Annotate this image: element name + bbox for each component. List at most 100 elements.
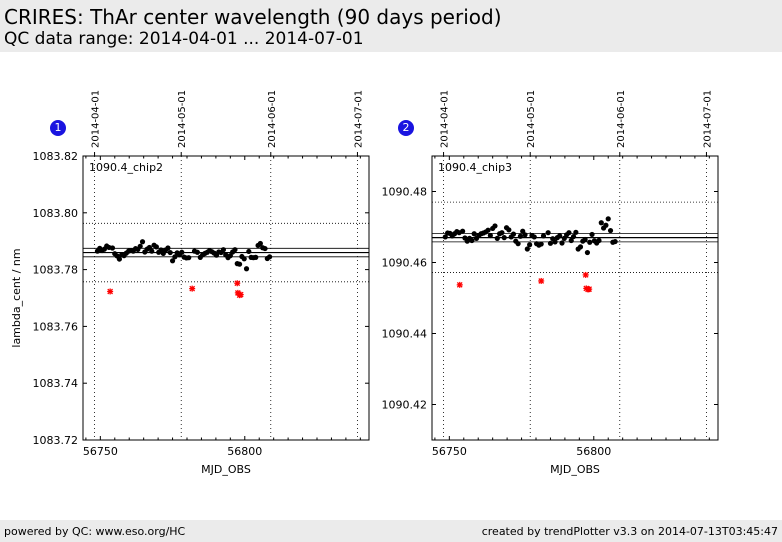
panel-2-badge[interactable]: 2 [398, 120, 414, 136]
panel-2-x-tick-label: 56800 [576, 445, 611, 458]
panel-2-data-point [545, 230, 551, 236]
panel-1-data-point [109, 245, 116, 251]
panel-2-outlier-point [538, 277, 545, 284]
panel-1-data-point [243, 266, 250, 272]
panel-1-data-point [179, 249, 185, 255]
panel-1-data-point [186, 255, 192, 261]
panel-1-data-point [167, 249, 173, 256]
panel-2-outlier-point [456, 281, 463, 288]
panel-2-data-point [487, 232, 493, 239]
panel-2-data-point [517, 233, 524, 239]
panel-2-data-point [515, 241, 521, 247]
panel-1-frame [82, 155, 370, 441]
report-header: CRIRES: ThAr center wavelength (90 days … [0, 0, 782, 52]
panel-2-data-point [605, 216, 611, 222]
panel-2-data-point [589, 231, 595, 238]
panel-2-data-point [460, 228, 466, 234]
panel-2-data-point [587, 239, 593, 245]
panel-1-data-point [253, 254, 259, 260]
panel-2-x-tick-label: 56750 [432, 445, 467, 458]
panel-1-y-tick-label: 1083.72 [33, 434, 79, 447]
panel-2-data-point [510, 231, 517, 237]
panel-2-data-point [499, 230, 505, 236]
panel-1-data-point [169, 258, 176, 264]
panel-1-top-date-label: 2014-07-01 [353, 90, 364, 148]
panel-2-data-point [559, 240, 565, 246]
panel-1-data-point [236, 261, 243, 267]
panel-1-data-point [262, 245, 268, 252]
panel-2-data-point [471, 231, 477, 237]
panel-2-data-point [568, 237, 574, 244]
panel-1-data-point [153, 244, 159, 250]
panel-2-data-point [540, 233, 547, 239]
panel-1-y-tick-label: 1083.82 [33, 150, 79, 163]
panel-2-data-point [531, 234, 537, 240]
panel-2-data-point [522, 232, 528, 238]
panel-2-data-point [582, 236, 588, 243]
panel-1-top-date-label: 2014-05-01 [177, 90, 188, 148]
panel-2-data-point [577, 244, 584, 250]
panel-2-data-point [566, 230, 572, 236]
panel-2-top-date-label: 2014-07-01 [702, 90, 713, 148]
panel-1-top-date-label: 2014-04-01 [91, 90, 102, 148]
panel-1-outlier-point [237, 291, 244, 298]
panel-2-data-point [547, 240, 554, 246]
panel-2-data-point [570, 233, 577, 240]
panel-2-data-point [607, 227, 614, 234]
panel-1-setting-label: 1090.4_chip2 [89, 161, 163, 174]
page-title: CRIRES: ThAr center wavelength (90 days … [4, 5, 502, 29]
panel-1-outlier-point [189, 285, 196, 292]
panel-1-data-point [194, 249, 200, 255]
panel-2-data-point [557, 233, 563, 239]
panel-1-data-point [139, 239, 146, 245]
panel-1-y-tick-label: 1083.74 [33, 377, 79, 390]
panel-1-x-tick-label: 56800 [227, 445, 262, 458]
panel-1-y-tick-label: 1083.78 [33, 264, 79, 277]
panel-2-data-point [524, 246, 530, 252]
panel-2-top-date-label: 2014-04-01 [440, 90, 451, 148]
panel-1-x-axis-label: MJD_OBS [201, 463, 251, 476]
panel-1-top-date-label: 2014-06-01 [267, 90, 278, 148]
panel-1-outlier-point [107, 288, 114, 295]
panel-1-data-point [241, 256, 247, 262]
panel-2-data-point [469, 237, 475, 244]
panel-1-outlier-point [234, 280, 241, 287]
panel-2-data-point [442, 234, 448, 240]
panel-2-data-point [573, 229, 579, 235]
panel-2-data-point [603, 222, 609, 228]
panel-2-data-point [485, 227, 491, 233]
panel-1-data-point [257, 240, 263, 247]
panel-2-data-point [598, 220, 604, 226]
panel-2-y-tick-label: 1090.44 [382, 328, 428, 341]
panel-1-data-point [137, 243, 143, 249]
panel-1-badge[interactable]: 1 [50, 120, 66, 136]
panel-2-data-point [494, 235, 500, 241]
footer-powered-by: powered by QC: www.eso.org/HC [4, 525, 186, 538]
panel-2-data-point [538, 241, 544, 247]
panel-1-y-axis-label: lambda_cent / nm [10, 248, 23, 347]
panel-1-x-tick-label: 56750 [83, 445, 118, 458]
panel-2-data-point [612, 238, 618, 245]
panel-1-data-point [172, 254, 178, 260]
panel-1-data-point [246, 248, 252, 255]
panel-2-setting-label: 1090.4_chip3 [438, 161, 512, 174]
report-footer: powered by QC: www.eso.org/HC created by… [0, 520, 782, 542]
panel-2-data-point [596, 237, 602, 244]
panel-2-top-date-label: 2014-05-01 [526, 90, 537, 148]
panel-1-data-point [149, 248, 155, 254]
panel-1-y-tick-label: 1083.76 [33, 320, 79, 333]
panel-2-top-date-label: 2014-06-01 [616, 90, 627, 148]
panel-2-data-point [527, 242, 533, 248]
panel-1-data-point [220, 247, 226, 253]
panel-2-data-point [584, 249, 591, 256]
panel-2-x-axis-label: MJD_OBS [550, 463, 600, 476]
panel-2-y-tick-label: 1090.42 [382, 399, 428, 412]
page-subtitle: QC data range: 2014-04-01 ... 2014-07-01 [4, 29, 364, 49]
panel-2-outlier-point [586, 286, 593, 293]
panel-2-y-tick-label: 1090.48 [382, 186, 428, 199]
panel-2-data-point [506, 227, 512, 233]
footer-created-by: created by trendPlotter v3.3 on 2014-07-… [481, 525, 778, 538]
panel-2-outlier-point [582, 271, 589, 278]
panel-2-data-point [492, 223, 498, 229]
